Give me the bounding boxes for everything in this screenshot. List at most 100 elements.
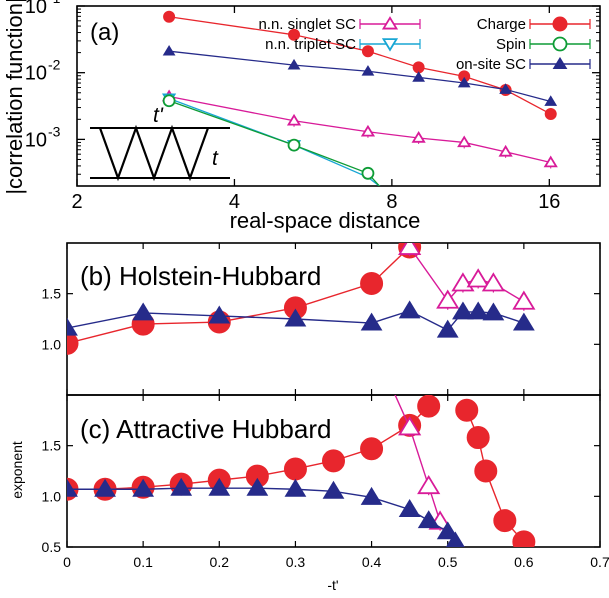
legend: n.n. singlet SC n.n. triplet SC Charge Spin… [258, 16, 591, 73]
data-point [417, 474, 441, 495]
legend-marker [552, 16, 568, 32]
legend-label: Charge [477, 16, 526, 33]
panel-a-ylabel: |correlation function| [2, 0, 27, 195]
data-point [284, 478, 307, 497]
panel-a-xlabel: real-space distance [230, 208, 421, 233]
data-point [398, 243, 422, 255]
data-point [544, 95, 558, 106]
data-point [132, 302, 155, 321]
panel-c-xlabel: -t' [327, 577, 338, 593]
x-tick-label: 0 [63, 554, 71, 570]
data-point [543, 155, 558, 168]
legend-label: n.n. triplet SC [265, 36, 356, 53]
inset-label-tprime: t' [153, 104, 164, 127]
data-point [360, 124, 376, 137]
y-tick-label: 0.5 [42, 539, 62, 555]
legend-label: n.n. singlet SC [258, 16, 356, 33]
data-point [482, 302, 505, 321]
y-tick-label-a: 10 [25, 0, 47, 18]
data-point [361, 45, 374, 58]
data-point [132, 478, 155, 497]
data-point [512, 290, 536, 310]
x-tick-label: 0.4 [362, 554, 382, 570]
data-point [246, 477, 269, 496]
data-point [466, 268, 490, 288]
data-point [287, 58, 301, 70]
x-tick-label: 0.1 [133, 554, 153, 570]
data-point [286, 113, 302, 126]
data-point [283, 457, 307, 481]
data-point [162, 45, 176, 56]
data-point [457, 135, 472, 148]
data-point [360, 272, 384, 296]
data-point [512, 312, 535, 331]
series-line [394, 395, 441, 522]
x-tick-label: 0.7 [590, 554, 609, 570]
data-point [361, 65, 375, 76]
data-point [360, 437, 384, 461]
data-point [466, 426, 490, 450]
x-tick-label-a: 16 [538, 191, 560, 213]
panel-c-frame [66, 394, 601, 548]
data-point [467, 301, 490, 320]
panel-b-label: (b) Holstein-Hubbard [80, 261, 321, 291]
panel-a: (a) |correlation function| real-space di… [2, 0, 601, 233]
data-point [544, 108, 557, 121]
series-line [168, 100, 381, 186]
y-tick-label: 1.0 [42, 336, 62, 352]
data-point [322, 480, 345, 499]
y-tick-label: 1.5 [42, 438, 62, 454]
data-point [288, 28, 301, 41]
data-point [398, 416, 422, 436]
legend-marker [381, 16, 399, 30]
data-point [360, 312, 383, 331]
data-point [436, 319, 459, 338]
y-tick-label: 1.5 [42, 286, 62, 302]
legend-marker [381, 38, 399, 52]
data-point [445, 531, 465, 547]
y-tick-label-a-exponent: -1 [48, 0, 61, 6]
x-tick-label: 0.5 [438, 554, 458, 570]
panel-b: (b) Holstein-Hubbard 1.0 1.5 [42, 242, 601, 396]
data-point [67, 331, 79, 355]
x-tick-label-a: 4 [229, 191, 240, 213]
data-point [398, 499, 421, 518]
data-point [411, 131, 426, 143]
legend-label: on-site SC [456, 56, 526, 73]
panel-c-label: (c) Attractive Hubbard [80, 414, 331, 444]
y-tick-label-a: 10 [25, 63, 47, 85]
data-point [417, 395, 441, 418]
data-point [493, 509, 517, 533]
y-tick-label-a-exponent: -2 [48, 57, 61, 73]
x-tick-label: 0.2 [210, 554, 230, 570]
series-line [168, 97, 381, 186]
x-tick-label-a: 8 [386, 191, 397, 213]
x-tick-label-a: 2 [71, 191, 82, 213]
data-point [452, 301, 474, 320]
legend-label: Spin [496, 36, 526, 53]
data-point [398, 300, 421, 319]
data-point [67, 478, 78, 497]
data-point [361, 166, 375, 180]
data-point [436, 289, 460, 309]
data-point [436, 521, 459, 540]
data-point [455, 398, 479, 422]
data-point [322, 449, 345, 473]
legend-marker [552, 36, 568, 52]
data-point [287, 138, 301, 152]
panel-a-label: (a) [90, 19, 119, 46]
data-point [457, 76, 471, 88]
inset-label-t: t [212, 147, 219, 170]
data-point [512, 530, 536, 547]
data-point [474, 459, 498, 483]
data-point [498, 144, 513, 157]
data-point [162, 94, 176, 108]
data-point [208, 305, 231, 324]
data-point [284, 308, 307, 327]
y-tick-label-a-exponent: -3 [48, 123, 61, 139]
data-point [417, 510, 440, 529]
panel-c: (c) Attractive Hubbard 0.5 1.0 1.5 0 0.1 0.2 0… [9, 394, 609, 593]
data-point [481, 272, 505, 292]
lattice-inset: t' t [90, 104, 230, 182]
